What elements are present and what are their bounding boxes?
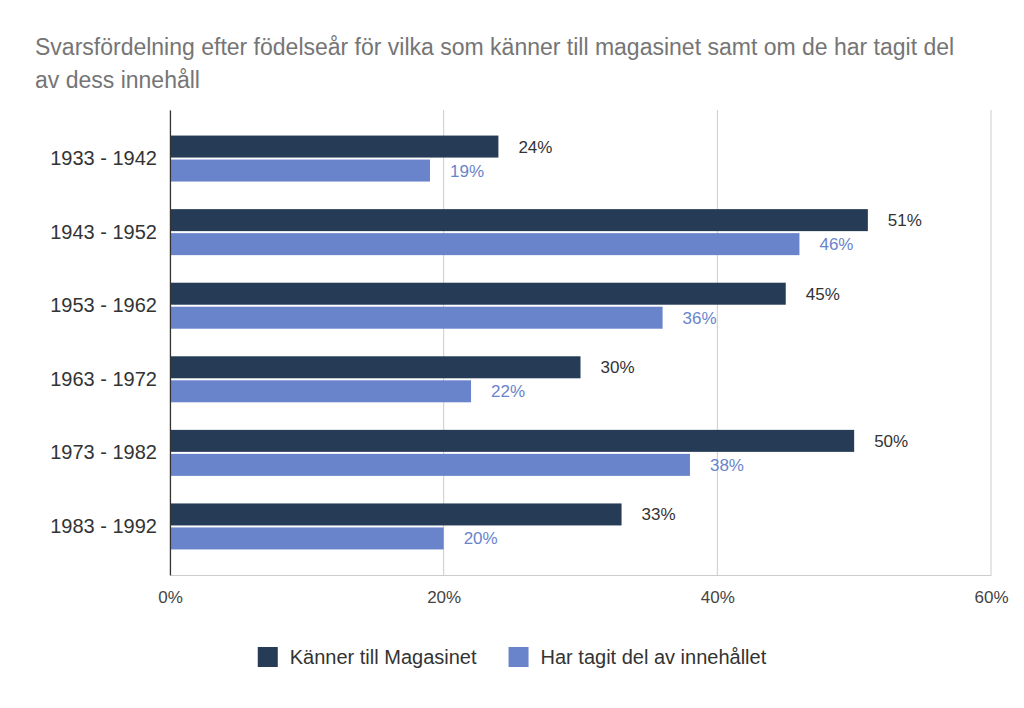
y-axis: 1933 - 1942 1943 - 1952 1953 - 1962 1963 - …	[50, 111, 170, 576]
x-tick: 40%	[701, 575, 735, 607]
x-tick-label: 20%	[427, 588, 461, 607]
bar	[170, 380, 471, 402]
y-tick: 1953 - 1962	[50, 294, 170, 316]
bar	[170, 209, 868, 231]
bar	[170, 454, 690, 476]
bar	[170, 307, 663, 329]
bar	[170, 233, 799, 255]
data-label: 38%	[710, 456, 744, 475]
legend-label: Har tagit del av innehållet	[541, 646, 767, 668]
bar	[170, 430, 854, 452]
bar	[170, 356, 581, 378]
bars	[170, 136, 868, 550]
y-tick-label: 1943 - 1952	[50, 221, 157, 243]
data-label: 19%	[450, 162, 484, 181]
legend-swatch	[258, 647, 278, 667]
legend-label: Känner till Magasinet	[290, 646, 477, 668]
x-tick: 60%	[974, 575, 1008, 607]
y-tick: 1963 - 1972	[50, 368, 170, 390]
y-tick-label: 1933 - 1942	[50, 147, 157, 169]
y-tick-label: 1963 - 1972	[50, 368, 157, 390]
grid	[170, 110, 991, 575]
legend-item: Har tagit del av innehållet	[509, 646, 767, 668]
grid-line	[717, 110, 718, 575]
y-tick-label: 1983 - 1992	[50, 515, 157, 537]
legend-swatch	[509, 647, 529, 667]
bar	[170, 136, 498, 158]
x-axis: 0% 20% 40% 60%	[158, 575, 1008, 607]
y-tick: 1943 - 1952	[50, 221, 170, 243]
x-tick-label: 40%	[701, 588, 735, 607]
y-tick: 1983 - 1992	[50, 515, 170, 537]
data-label: 24%	[518, 138, 552, 157]
data-label: 36%	[683, 309, 717, 328]
x-tick-label: 0%	[158, 588, 183, 607]
data-label: 22%	[491, 382, 525, 401]
data-label: 50%	[874, 432, 908, 451]
bar	[170, 160, 430, 182]
bar	[170, 503, 622, 525]
legend-item: Känner till Magasinet	[258, 646, 477, 668]
legend: Känner till Magasinet Har tagit del av in…	[258, 646, 767, 668]
bar	[170, 283, 786, 305]
x-tick-label: 60%	[974, 588, 1008, 607]
data-label: 33%	[642, 505, 676, 524]
y-axis-line	[170, 111, 171, 576]
x-tick: 0%	[158, 575, 183, 607]
data-label: 45%	[806, 285, 840, 304]
grid-line	[170, 110, 171, 575]
data-labels: 24% 51% 45% 30% 50% 33% 19% 46% 36% 22% 38% 20%	[450, 138, 922, 549]
y-tick-label: 1973 - 1982	[50, 441, 157, 463]
x-axis-line	[171, 575, 992, 576]
bar	[170, 527, 444, 549]
data-label: 51%	[888, 211, 922, 230]
x-tick: 20%	[427, 575, 461, 607]
data-label: 46%	[819, 235, 853, 254]
data-label: 30%	[601, 358, 635, 377]
y-tick-label: 1953 - 1962	[50, 294, 157, 316]
y-tick: 1933 - 1942	[50, 147, 170, 169]
chart-title: Svarsfördelning efter födelseår för vilk…	[35, 34, 954, 93]
data-label: 20%	[464, 529, 498, 548]
y-tick: 1973 - 1982	[50, 441, 170, 463]
grid-line	[991, 110, 992, 575]
